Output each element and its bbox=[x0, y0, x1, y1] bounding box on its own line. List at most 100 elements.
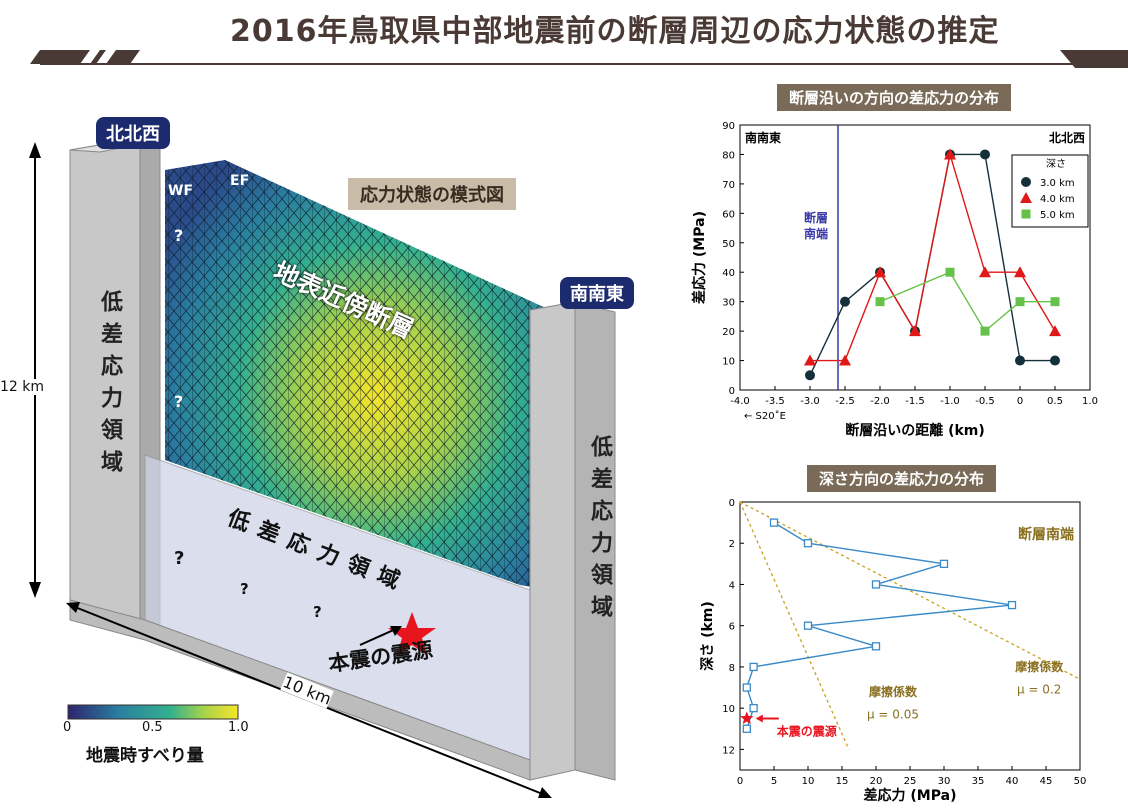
x-tick-label: 0 bbox=[737, 776, 743, 787]
legend-label: 5.0 km bbox=[1040, 210, 1075, 221]
point-depth-0 bbox=[840, 296, 850, 307]
colorbar-title: 地震時すべり量 bbox=[86, 746, 204, 766]
point-depth-2 bbox=[980, 326, 990, 336]
low-stress-left-label: 低差応力領域 bbox=[97, 290, 122, 482]
ef-label: EF bbox=[230, 173, 250, 189]
profile-point bbox=[939, 559, 949, 568]
hypocenter-star bbox=[740, 711, 754, 725]
y-tick-label: 0 bbox=[729, 498, 735, 509]
x-tick-label: -2.0 bbox=[870, 396, 890, 407]
profile-point bbox=[803, 539, 813, 548]
y-tick-label: 8 bbox=[729, 663, 735, 674]
fault-end-label: 南端 bbox=[804, 226, 828, 241]
colorbar-tick-0: 0 bbox=[63, 720, 72, 735]
title-rule bbox=[30, 50, 1128, 68]
friction-label-1: 摩擦係数 bbox=[869, 684, 918, 699]
profile-point bbox=[871, 580, 881, 589]
colorbar-tick-1: 0.5 bbox=[142, 720, 163, 735]
point-depth-1 bbox=[1014, 266, 1026, 278]
profile-point bbox=[749, 662, 758, 672]
point-depth-1 bbox=[1049, 325, 1061, 337]
wf-label: WF bbox=[168, 183, 194, 199]
profile-point bbox=[803, 621, 813, 630]
panel-label: 応力状態の模式図 bbox=[348, 178, 516, 210]
friction-mu-1: μ = 0.05 bbox=[867, 707, 919, 721]
colorbar bbox=[67, 704, 239, 720]
fault-south-end-annotation: 断層南端 bbox=[1018, 526, 1074, 543]
y-tick-label: 0 bbox=[729, 386, 735, 397]
friction-mu-2: μ = 0.2 bbox=[1017, 683, 1061, 697]
y-tick-label: 70 bbox=[722, 180, 735, 191]
point-depth-2 bbox=[1015, 297, 1025, 307]
y-tick-label: 80 bbox=[722, 150, 735, 161]
x-tick-label: 35 bbox=[972, 776, 985, 787]
unknown-mark-2: ? bbox=[174, 392, 184, 411]
hypocenter-star bbox=[388, 612, 436, 655]
x-tick-label: 45 bbox=[1040, 776, 1053, 787]
x-tick-label: 0 bbox=[1017, 396, 1023, 407]
hypocenter-arrowhead bbox=[755, 714, 763, 723]
legend-title: 深さ bbox=[1046, 158, 1066, 170]
profile-point bbox=[742, 683, 751, 692]
point-depth-0 bbox=[1015, 355, 1025, 366]
point-depth-1 bbox=[979, 266, 991, 278]
series-line-2 bbox=[879, 271, 1055, 333]
y-tick-label: 10 bbox=[722, 357, 735, 368]
profile-point bbox=[742, 724, 751, 733]
y-axis-label: 差応力 (MPa) bbox=[691, 211, 708, 304]
x-tick-label: 5 bbox=[771, 776, 777, 787]
x-tick-label: 20 bbox=[870, 776, 883, 787]
y-tick-label: 90 bbox=[722, 121, 735, 132]
x-tick-label: -0.5 bbox=[975, 396, 995, 407]
direction-note: ← S20˚E bbox=[744, 410, 786, 422]
point-depth-0 bbox=[805, 370, 815, 381]
x-tick-label: 30 bbox=[938, 776, 951, 787]
x-tick-label: 40 bbox=[1006, 776, 1019, 787]
profile-point bbox=[749, 704, 758, 713]
series-line-1 bbox=[810, 154, 1056, 362]
y-tick-label: 6 bbox=[729, 622, 735, 633]
point-depth-1 bbox=[874, 266, 886, 278]
x-tick-label: -4.0 bbox=[730, 396, 750, 407]
chart2-title: 深さ方向の差応力の分布 bbox=[807, 465, 997, 492]
profile-point bbox=[769, 518, 779, 527]
x-tick-label: -2.5 bbox=[835, 396, 855, 407]
y-tick-label: 40 bbox=[722, 268, 735, 279]
x-tick-label: -1.0 bbox=[940, 396, 960, 407]
page-title: 2016年鳥取県中部地震前の断層周辺の応力状態の推定 bbox=[230, 14, 1000, 49]
y-tick-label: 20 bbox=[722, 327, 735, 338]
hypocenter-label: 本震の震源 bbox=[777, 723, 837, 738]
point-depth-0 bbox=[980, 149, 990, 160]
y-tick-label: 2 bbox=[729, 539, 735, 550]
x-tick-label: -1.5 bbox=[905, 396, 925, 407]
x-tick-label: 10 bbox=[802, 776, 815, 787]
x-tick-label: -3.0 bbox=[800, 396, 820, 407]
colorbar-tick-2: 1.0 bbox=[228, 720, 249, 735]
y-tick-label: 50 bbox=[722, 239, 735, 250]
nnw-label: 北北西 bbox=[96, 117, 170, 149]
unknown-mark-4: ? bbox=[240, 580, 249, 598]
y-tick-label: 12 bbox=[722, 745, 735, 756]
legend-label: 4.0 km bbox=[1040, 194, 1075, 205]
x-tick-label: 50 bbox=[1074, 776, 1087, 787]
unknown-mark-3: ? bbox=[174, 548, 185, 569]
low-stress-right-label: 低差応力領域 bbox=[587, 435, 612, 627]
along-fault-chart: -4.0 -3.5 -3.0 -2.5 -2.0 -1.5 -1.0 -0.5 0 0.5 1.0 0… bbox=[691, 121, 1098, 439]
y-tick-label: 10 bbox=[722, 704, 735, 715]
right-note: 北北西 bbox=[1049, 130, 1085, 145]
y-tick-label: 30 bbox=[722, 298, 735, 309]
sse-label: 南南東 bbox=[560, 277, 634, 309]
y-axis-label: 深さ (km) bbox=[699, 601, 716, 671]
x-tick-label: 15 bbox=[836, 776, 849, 787]
friction-line-1 bbox=[739, 501, 1081, 680]
x-axis-label: 差応力 (MPa) bbox=[864, 787, 957, 804]
legend-marker bbox=[1020, 192, 1032, 203]
point-depth-2 bbox=[945, 267, 955, 277]
unknown-mark-1: ? bbox=[174, 226, 184, 245]
unknown-mark-5: ? bbox=[313, 603, 322, 621]
y-tick-label: 4 bbox=[729, 580, 735, 591]
point-depth-0 bbox=[1050, 355, 1060, 366]
point-depth-1 bbox=[909, 325, 921, 337]
x-tick-label: 0.5 bbox=[1047, 396, 1063, 407]
left-note: 南南東 bbox=[745, 130, 781, 145]
